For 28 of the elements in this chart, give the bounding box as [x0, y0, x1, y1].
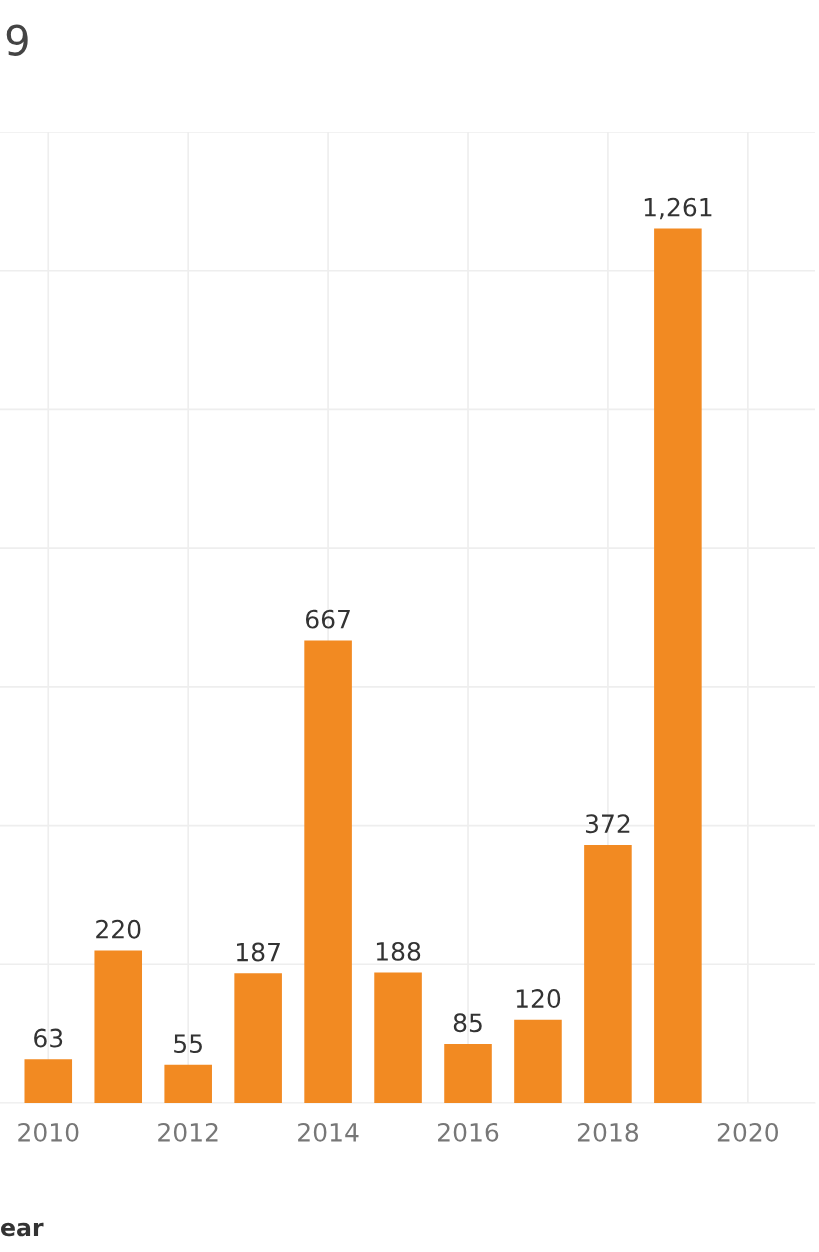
- bar: [374, 972, 422, 1103]
- x-tick-label: 2012: [158, 1122, 218, 1142]
- bar: [444, 1044, 492, 1103]
- data-label: 63: [34, 1028, 63, 1048]
- bar: [24, 1059, 73, 1103]
- x-axis-title: ear: [1, 1222, 44, 1237]
- bar: [514, 1019, 562, 1103]
- x-tick-label: 2010: [18, 1122, 79, 1142]
- bar: [234, 973, 282, 1103]
- bar: [164, 1064, 212, 1103]
- data-label: 372: [585, 814, 630, 834]
- data-label: 55: [174, 1034, 202, 1054]
- x-tick-label: 2018: [577, 1122, 639, 1142]
- x-tick-label: 2014: [298, 1122, 359, 1142]
- data-label: 1,261: [644, 197, 712, 220]
- bar: [304, 640, 352, 1103]
- data-label: 667: [305, 609, 350, 629]
- data-label: 120: [516, 989, 561, 1008]
- data-label: 188: [376, 941, 421, 961]
- bar: [94, 950, 143, 1103]
- bar: [584, 844, 632, 1103]
- data-label: 85: [453, 1013, 482, 1033]
- x-tick-label: 2016: [438, 1122, 499, 1142]
- x-tick-label: 2020: [717, 1122, 778, 1142]
- chart-title: 9: [6, 24, 28, 56]
- bar: [654, 228, 702, 1103]
- data-label: 187: [237, 942, 280, 962]
- data-label: 220: [96, 919, 141, 939]
